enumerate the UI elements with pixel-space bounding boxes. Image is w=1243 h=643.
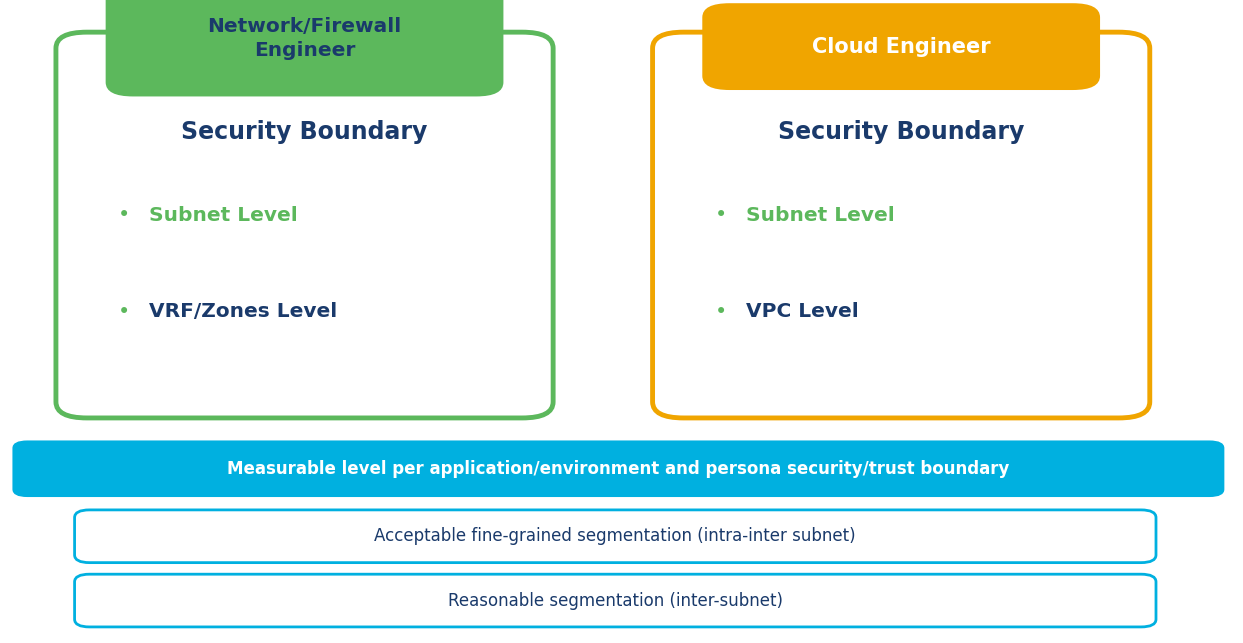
Text: Acceptable fine-grained segmentation (intra-inter subnet): Acceptable fine-grained segmentation (in… — [374, 527, 856, 545]
Text: VRF/Zones Level: VRF/Zones Level — [149, 302, 337, 322]
Text: VPC Level: VPC Level — [746, 302, 859, 322]
Text: •: • — [118, 302, 131, 322]
Text: Subnet Level: Subnet Level — [149, 206, 298, 225]
Text: •: • — [118, 205, 131, 226]
Text: Measurable level per application/environment and persona security/trust boundary: Measurable level per application/environ… — [227, 460, 1009, 478]
Text: Reasonable segmentation (inter-subnet): Reasonable segmentation (inter-subnet) — [447, 592, 783, 610]
FancyBboxPatch shape — [106, 0, 503, 96]
FancyBboxPatch shape — [56, 32, 553, 418]
FancyBboxPatch shape — [75, 574, 1156, 627]
Text: Subnet Level: Subnet Level — [746, 206, 895, 225]
FancyBboxPatch shape — [653, 32, 1150, 418]
Text: Network/Firewall
Engineer: Network/Firewall Engineer — [208, 17, 401, 60]
Text: Cloud Engineer: Cloud Engineer — [812, 37, 991, 57]
Text: •: • — [715, 302, 727, 322]
Text: Security Boundary: Security Boundary — [181, 120, 428, 144]
Text: •: • — [715, 205, 727, 226]
FancyBboxPatch shape — [75, 510, 1156, 563]
Text: Security Boundary: Security Boundary — [778, 120, 1024, 144]
FancyBboxPatch shape — [702, 3, 1100, 90]
FancyBboxPatch shape — [12, 440, 1224, 497]
